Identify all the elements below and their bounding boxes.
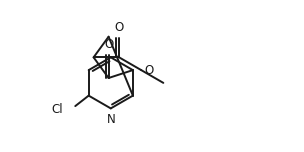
Text: Cl: Cl <box>52 103 64 116</box>
Text: O: O <box>115 21 124 34</box>
Text: O: O <box>144 64 154 77</box>
Text: N: N <box>107 113 116 126</box>
Text: O: O <box>104 38 113 51</box>
